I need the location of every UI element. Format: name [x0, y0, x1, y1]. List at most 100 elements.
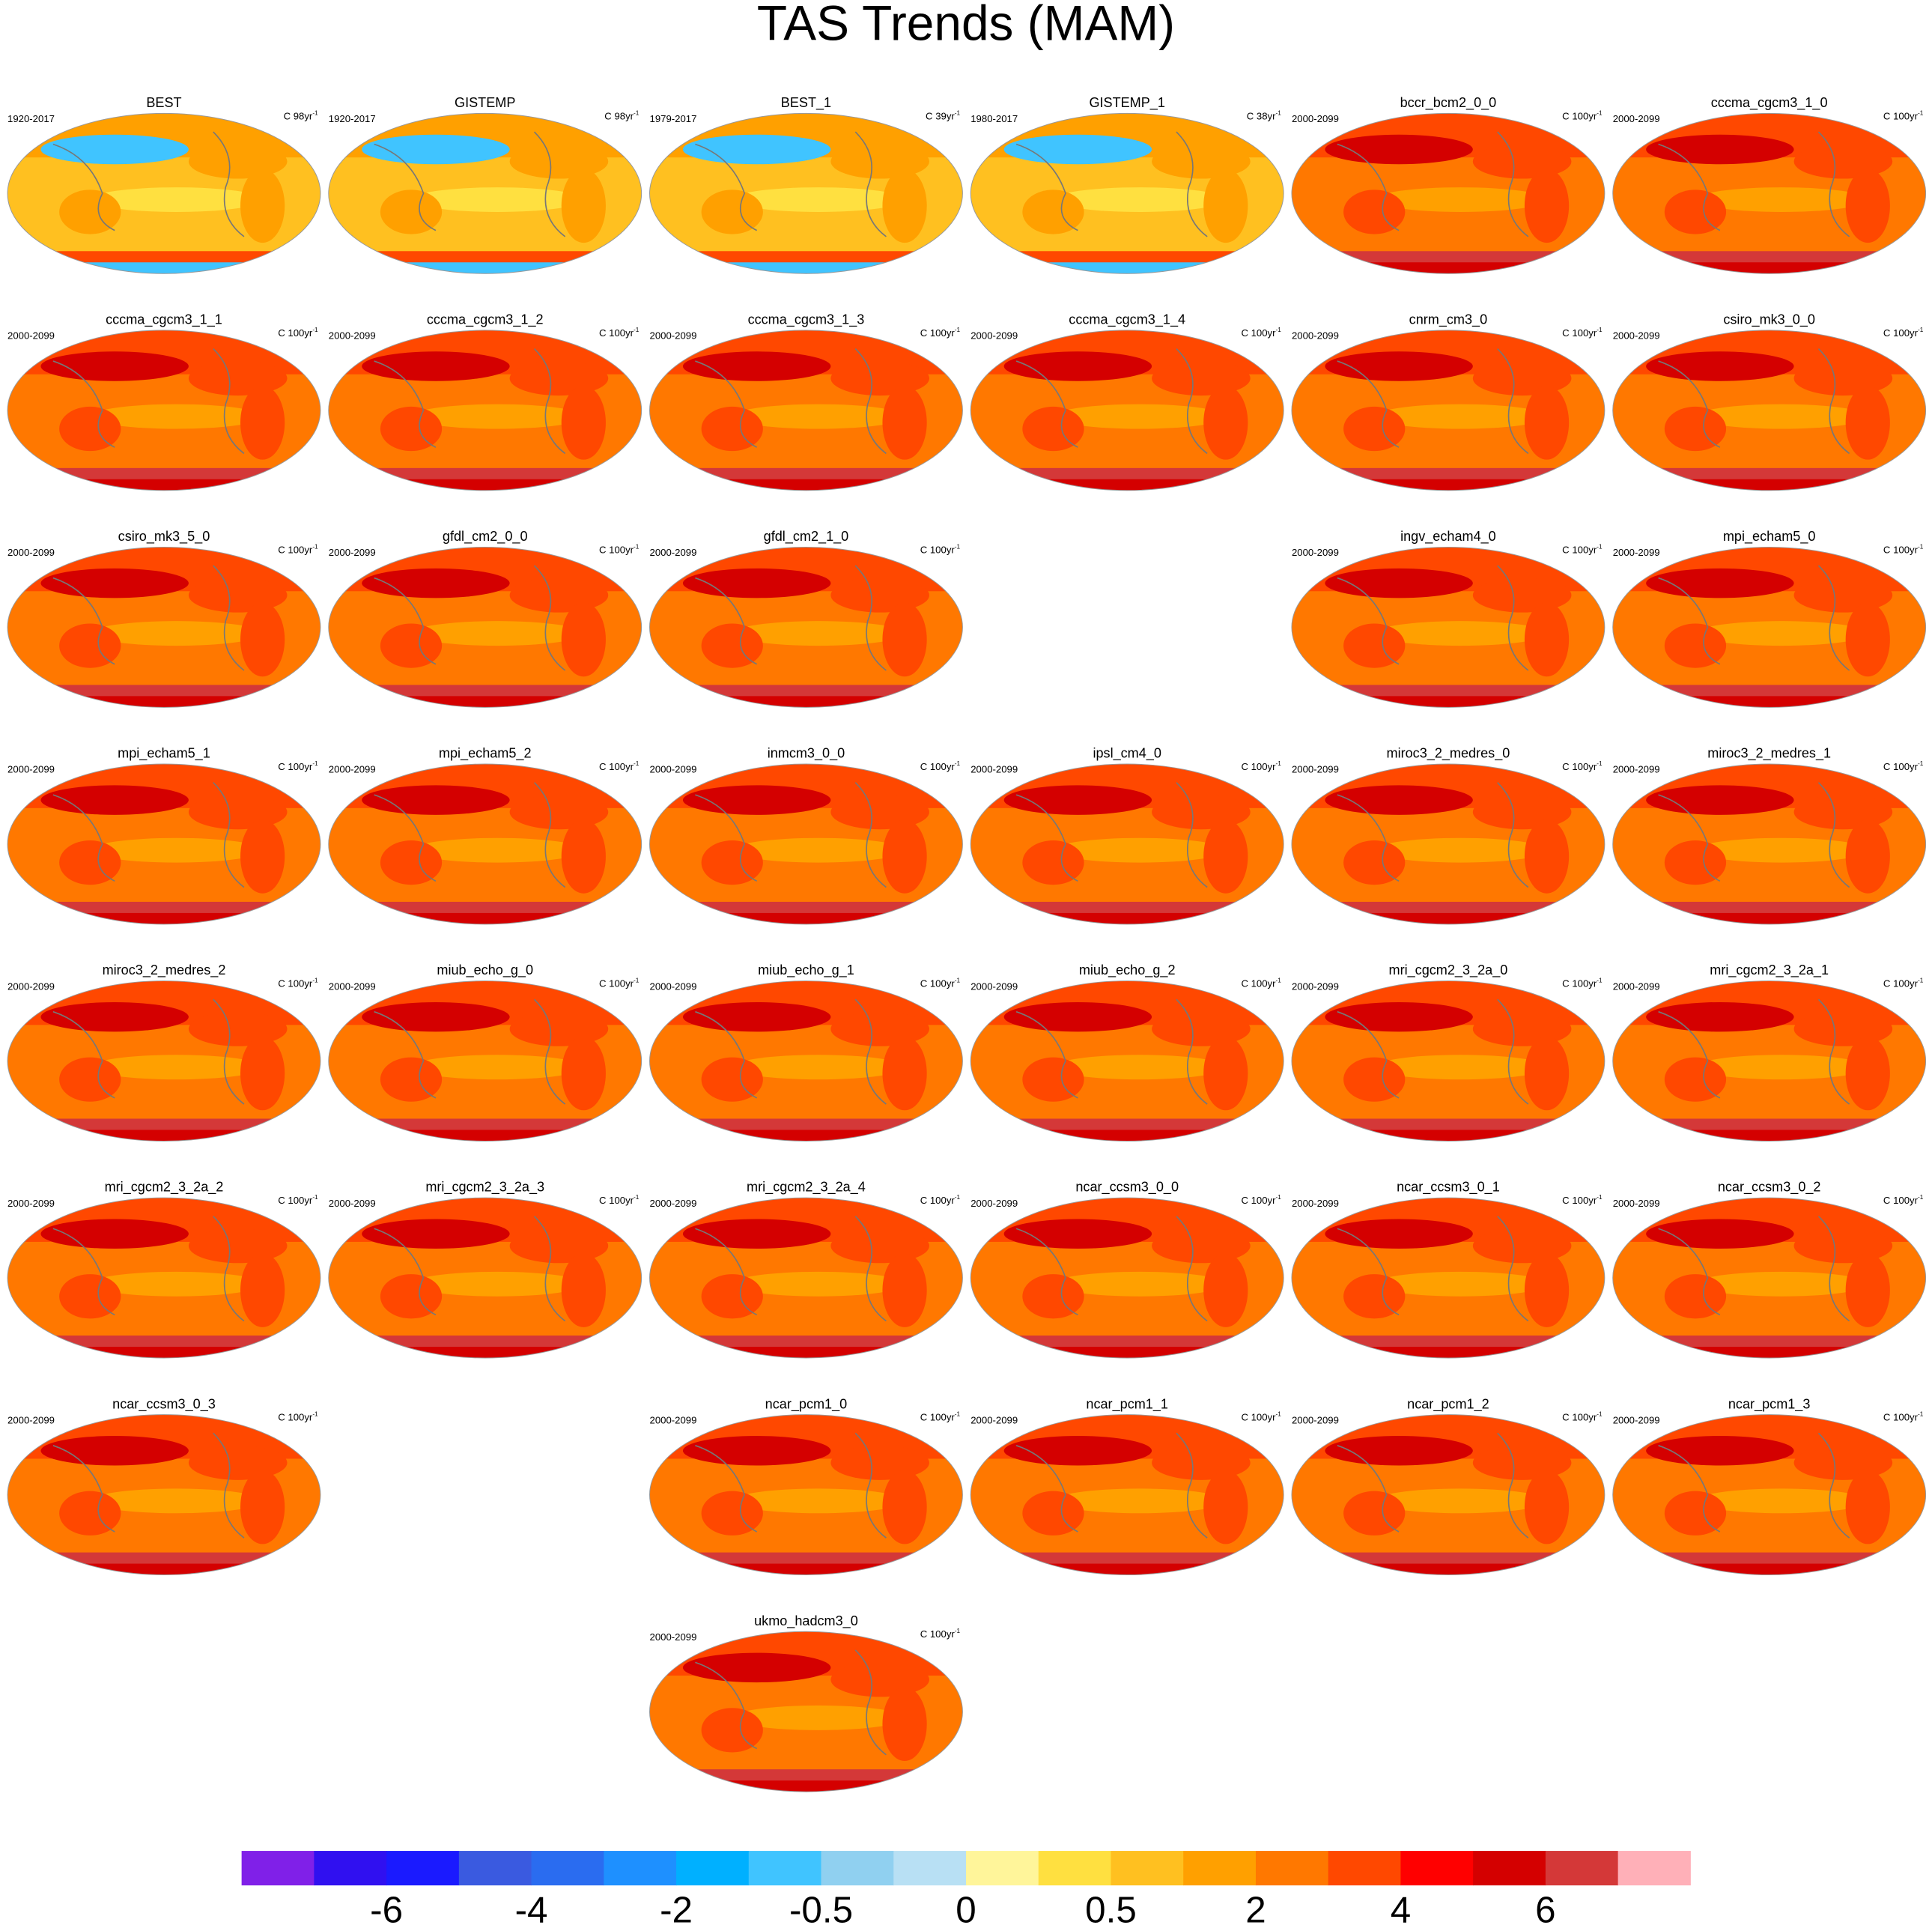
- panel-period: 2000-2099: [1292, 330, 1339, 342]
- unit-exponent: -1: [634, 544, 640, 551]
- field-band: [1612, 1563, 1926, 1575]
- field-band: [7, 696, 321, 708]
- field-blob: [701, 1708, 763, 1753]
- map-field: [649, 330, 963, 491]
- field-blob: [701, 1274, 763, 1319]
- panel-period: 2000-2099: [329, 1198, 376, 1209]
- coastline: [1337, 131, 1529, 237]
- field-band: [328, 912, 642, 924]
- field-blob: [732, 404, 905, 429]
- unit-exponent: -1: [955, 1628, 961, 1634]
- map-field: [7, 980, 321, 1142]
- map-outline: [1612, 112, 1927, 274]
- field-blob: [240, 385, 285, 460]
- panel-period: 2000-2099: [1613, 980, 1660, 992]
- panel-period: 2000-2099: [650, 764, 697, 775]
- panel-period: 2000-2099: [1292, 1414, 1339, 1425]
- colorbar-box: [531, 1851, 604, 1886]
- coastline: [52, 348, 245, 455]
- panel-unit: C 98yr-1: [604, 110, 639, 122]
- panel-title: cccma_cgcm3_1_2: [427, 312, 544, 328]
- field-blob: [1646, 1436, 1794, 1466]
- field-blob: [1203, 1036, 1248, 1111]
- field-blob: [1664, 1491, 1727, 1536]
- panel-unit: C 100yr-1: [599, 327, 640, 339]
- map-panel: cccma_cgcm3_1_2 2000-2099 C 100yr-1: [328, 312, 643, 491]
- field-blob: [1343, 1491, 1406, 1536]
- map-outline: [7, 1414, 321, 1576]
- map-outline: [7, 1197, 321, 1359]
- field-blob: [1524, 385, 1570, 460]
- coastline: [1337, 348, 1529, 455]
- unit-text: C 38yr: [1247, 111, 1276, 122]
- coastline: [1015, 998, 1208, 1105]
- field-blob: [561, 1036, 606, 1111]
- map-field: [328, 764, 642, 924]
- panel-period: 2000-2099: [1292, 1198, 1339, 1209]
- unit-exponent: -1: [1918, 1411, 1924, 1418]
- map-outline: [970, 112, 1284, 274]
- field-blob: [40, 1001, 189, 1032]
- map-outline: [1291, 1414, 1606, 1576]
- panel-period: 2000-2099: [650, 330, 697, 342]
- field-blob: [1845, 169, 1890, 243]
- unit-text: C 100yr: [278, 1412, 313, 1423]
- panel-title: miub_echo_g_1: [758, 963, 854, 978]
- map-outline: [970, 980, 1284, 1142]
- field-blob: [1695, 187, 1868, 212]
- panel-unit: C 100yr-1: [599, 1194, 640, 1206]
- field-blob: [882, 1036, 927, 1111]
- field-blob: [40, 568, 189, 598]
- field-blob: [380, 1057, 443, 1102]
- unit-text: C 100yr: [1883, 327, 1919, 339]
- field-blob: [240, 1470, 285, 1545]
- field-band: [649, 1563, 963, 1575]
- coastline: [52, 782, 245, 888]
- map-field: [970, 764, 1284, 924]
- colorbar-box: [458, 1851, 532, 1886]
- field-blob: [1646, 134, 1794, 165]
- map-field: [1291, 980, 1605, 1142]
- field-blob: [1845, 1036, 1890, 1111]
- map-panel: miub_echo_g_0 2000-2099 C 100yr-1: [328, 963, 643, 1142]
- unit-text: C 100yr: [1883, 545, 1919, 556]
- field-blob: [1524, 1253, 1570, 1327]
- field-blob: [561, 169, 606, 243]
- map-outline: [649, 112, 963, 274]
- map-outline: [649, 330, 963, 491]
- field-blob: [1053, 1488, 1226, 1514]
- field-band: [7, 1130, 321, 1142]
- field-blob: [1325, 785, 1473, 815]
- field-blob: [1022, 1057, 1084, 1102]
- panel-unit: C 100yr-1: [1562, 327, 1603, 339]
- panel-period: 2000-2099: [1613, 764, 1660, 775]
- field-blob: [1325, 1219, 1473, 1249]
- unit-text: C 100yr: [278, 761, 313, 772]
- field-blob: [1664, 840, 1727, 885]
- field-blob: [1022, 190, 1084, 234]
- panel-unit: C 100yr-1: [1562, 544, 1603, 556]
- colorbar-label: 2: [1245, 1889, 1266, 1930]
- panel-title: ncar_pcm1_1: [1086, 1396, 1168, 1412]
- field-blob: [40, 134, 189, 165]
- field-band: [1291, 1563, 1605, 1575]
- panel-unit: C 100yr-1: [1241, 1194, 1281, 1206]
- panel-unit: C 100yr-1: [1883, 1194, 1924, 1206]
- unit-exponent: -1: [312, 1194, 318, 1201]
- field-blob: [59, 623, 121, 668]
- colorbar-box: [1328, 1851, 1401, 1886]
- coastline: [52, 998, 245, 1105]
- panel-title: bccr_bcm2_0_0: [1400, 95, 1497, 111]
- field-blob: [682, 351, 831, 381]
- field-blob: [1325, 1001, 1473, 1032]
- panel-title: mri_cgcm2_3_2a_0: [1389, 963, 1508, 978]
- panel-period: 2000-2099: [329, 764, 376, 775]
- field-blob: [40, 785, 189, 815]
- colorbar-box: [1473, 1851, 1546, 1886]
- map-field: [649, 1631, 963, 1792]
- field-blob: [732, 187, 905, 212]
- panel-title: BEST: [146, 95, 181, 110]
- field-blob: [732, 1705, 905, 1730]
- colorbar-box: [1183, 1851, 1257, 1886]
- map-outline: [1291, 1197, 1606, 1359]
